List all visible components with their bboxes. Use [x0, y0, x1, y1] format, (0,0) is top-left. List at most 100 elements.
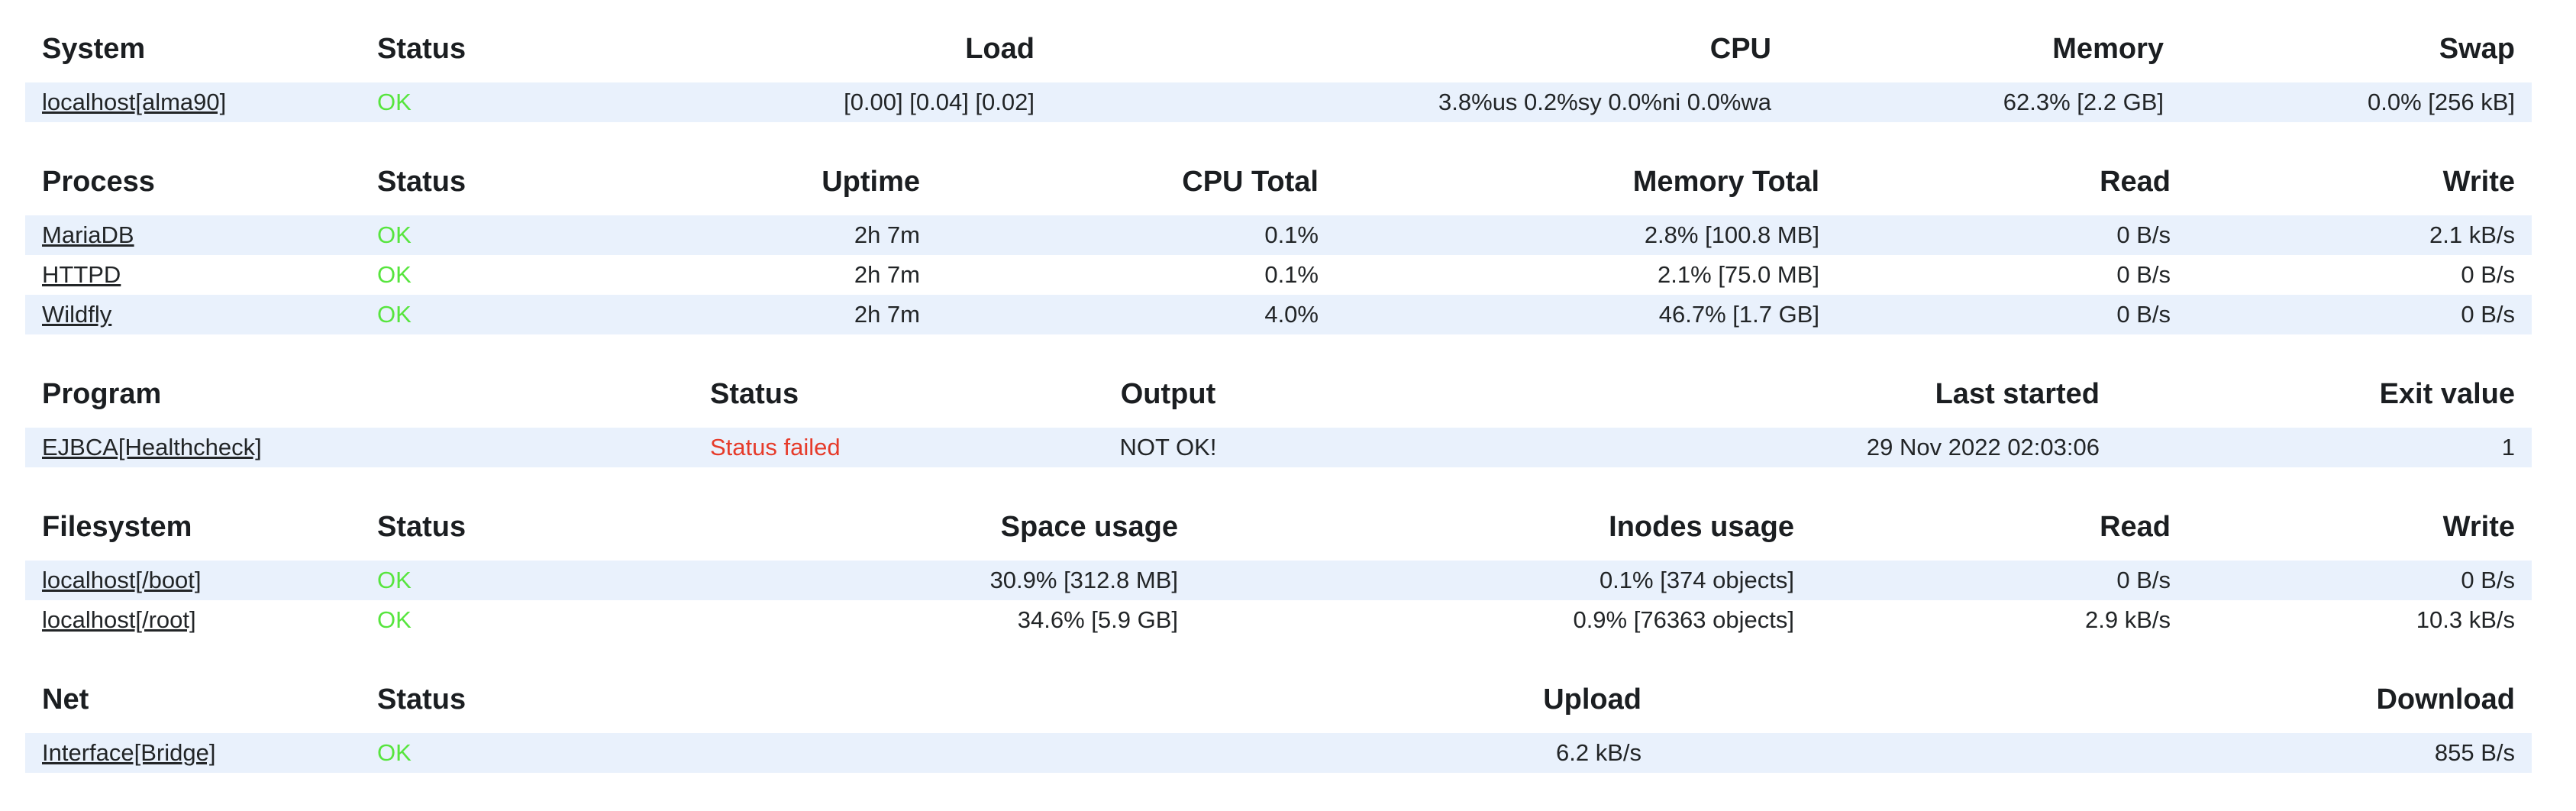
- status-badge: OK: [377, 733, 683, 773]
- cell-swap: 0.0% [256 kB]: [2164, 82, 2532, 122]
- cell-cpu: 3.8%us 0.2%sy 0.0%ni 0.0%wa: [1035, 82, 1771, 122]
- cell-exit-value: 1: [2100, 428, 2532, 467]
- column-header-space-usage: Space usage: [1000, 511, 1178, 543]
- cell-read: 0 B/s: [2116, 261, 2171, 288]
- table-row: EJBCA[Healthcheck] Status failed NOT OK!…: [25, 428, 2532, 467]
- cell-load: [0.00] [0.04] [0.02]: [683, 82, 1035, 122]
- cell-filesystem-name: localhost[/boot]: [25, 561, 377, 600]
- column-header-write: Write: [2442, 511, 2515, 543]
- cell-process-name: Wildfly: [25, 295, 377, 334]
- cell-cpu-total: 0.1%: [920, 215, 1319, 255]
- cell-process-name: MariaDB: [25, 215, 377, 255]
- table-header-row: Filesystem Status Space usage Inodes usa…: [25, 506, 2532, 561]
- table-net: Net Status Upload Download Interface[Bri…: [25, 678, 2532, 773]
- cell-last-started: 29 Nov 2022 02:03:06: [1321, 428, 2100, 467]
- cell-write: 2.1 kB/s: [2171, 215, 2532, 255]
- column-header-memory: Memory: [2052, 33, 2164, 65]
- service-link-localhost-boot[interactable]: localhost[/boot]: [42, 567, 202, 593]
- cell-net-name: Interface[Bridge]: [25, 733, 377, 773]
- column-header-upload: Upload: [1543, 683, 1641, 716]
- column-header-swap: Swap: [2439, 33, 2515, 65]
- service-link-httpd[interactable]: HTTPD: [42, 261, 121, 288]
- cell-memory: 62.3% [2.2 GB]: [1771, 82, 2164, 122]
- column-header-read: Read: [2100, 166, 2171, 198]
- cell-read: 0 B/s: [1819, 295, 2171, 334]
- cell-system-name: localhost[alma90]: [25, 82, 377, 122]
- cell-space-usage: 30.9% [312.8 MB]: [683, 561, 1178, 600]
- table-filesystem: Filesystem Status Space usage Inodes usa…: [25, 506, 2532, 640]
- column-header-status: Status: [377, 33, 466, 65]
- cell-memory-total: 46.7% [1.7 GB]: [1319, 295, 1819, 334]
- service-link-mariadb[interactable]: MariaDB: [42, 221, 134, 248]
- column-header-program: Program: [42, 378, 162, 410]
- cell-space-usage: 34.6% [5.9 GB]: [1017, 606, 1178, 633]
- column-header-system: System: [42, 33, 146, 65]
- table-row: Interface[Bridge] OK 6.2 kB/s 855 B/s: [25, 733, 2532, 773]
- table-process: Process Status Uptime CPU Total Memory T…: [25, 160, 2532, 334]
- status-badge: OK: [377, 295, 683, 334]
- cell-filesystem-name: localhost[/root]: [25, 600, 377, 640]
- status-badge: OK: [377, 215, 683, 255]
- column-header-net: Net: [42, 683, 89, 716]
- status-badge: OK: [377, 606, 412, 633]
- status-badge: OK: [377, 82, 683, 122]
- column-header-uptime: Uptime: [822, 166, 920, 198]
- cell-output: NOT OK!: [1015, 428, 1321, 467]
- table-row: HTTPD OK 2h 7m 0.1% 2.1% [75.0 MB] 0 B/s…: [25, 255, 2532, 295]
- column-header-cpu: CPU: [1709, 33, 1771, 65]
- cell-cpu-total: 0.1%: [1264, 261, 1319, 288]
- table-header-row: System Status Load CPU Memory Swap: [25, 27, 2532, 82]
- column-header-status: Status: [377, 166, 466, 198]
- cell-read: 0 B/s: [1794, 561, 2171, 600]
- service-link-ejbca-healthcheck[interactable]: EJBCA[Healthcheck]: [42, 434, 262, 460]
- table-header-row: Net Status Upload Download: [25, 678, 2532, 733]
- column-header-filesystem: Filesystem: [42, 511, 192, 543]
- cell-uptime: 2h 7m: [854, 261, 920, 288]
- cell-read: 0 B/s: [1819, 215, 2171, 255]
- cell-write: 0 B/s: [2461, 261, 2515, 288]
- cell-upload: 6.2 kB/s: [683, 733, 1641, 773]
- cell-memory-total: 2.1% [75.0 MB]: [1658, 261, 1819, 288]
- column-header-status: Status: [377, 683, 466, 716]
- service-link-wildfly[interactable]: Wildfly: [42, 301, 112, 328]
- service-link-interface-bridge[interactable]: Interface[Bridge]: [42, 739, 216, 766]
- column-header-write: Write: [2442, 166, 2515, 198]
- column-header-status: Status: [710, 378, 799, 410]
- cell-memory-total: 2.8% [100.8 MB]: [1319, 215, 1819, 255]
- column-header-exit-value: Exit value: [2379, 378, 2515, 410]
- cell-uptime: 2h 7m: [683, 295, 920, 334]
- table-header-row: Process Status Uptime CPU Total Memory T…: [25, 160, 2532, 215]
- cell-download: 855 B/s: [1641, 733, 2532, 773]
- table-row: localhost[/root] OK 34.6% [5.9 GB] 0.9% …: [25, 600, 2532, 640]
- status-badge: Status failed: [710, 428, 1015, 467]
- column-header-memory-total: Memory Total: [1632, 166, 1819, 198]
- column-header-inodes-usage: Inodes usage: [1609, 511, 1794, 543]
- table-program: Program Status Output Last started Exit …: [25, 373, 2532, 467]
- cell-write: 10.3 kB/s: [2416, 606, 2515, 633]
- service-link-localhost-alma90[interactable]: localhost[alma90]: [42, 89, 227, 115]
- cell-inodes-usage: 0.9% [76363 objects]: [1573, 606, 1794, 633]
- column-header-status: Status: [377, 511, 466, 543]
- table-row: Wildfly OK 2h 7m 4.0% 46.7% [1.7 GB] 0 B…: [25, 295, 2532, 334]
- column-header-last-started: Last started: [1935, 378, 2100, 410]
- column-header-download: Download: [2376, 683, 2515, 716]
- status-badge: OK: [377, 261, 412, 288]
- table-row: MariaDB OK 2h 7m 0.1% 2.8% [100.8 MB] 0 …: [25, 215, 2532, 255]
- status-badge: OK: [377, 561, 683, 600]
- column-header-cpu-total: CPU Total: [1182, 166, 1319, 198]
- service-link-localhost-root[interactable]: localhost[/root]: [42, 606, 196, 633]
- cell-write: 0 B/s: [2171, 295, 2532, 334]
- table-row: localhost[alma90] OK [0.00] [0.04] [0.02…: [25, 82, 2532, 122]
- table-system: System Status Load CPU Memory Swap local…: [25, 27, 2532, 122]
- cell-uptime: 2h 7m: [683, 215, 920, 255]
- column-header-process: Process: [42, 166, 155, 198]
- cell-cpu-total: 4.0%: [920, 295, 1319, 334]
- column-header-output: Output: [1120, 378, 1216, 410]
- cell-read: 2.9 kB/s: [2085, 606, 2171, 633]
- cell-inodes-usage: 0.1% [374 objects]: [1178, 561, 1794, 600]
- table-header-row: Program Status Output Last started Exit …: [25, 373, 2532, 428]
- cell-write: 0 B/s: [2171, 561, 2532, 600]
- column-header-read: Read: [2100, 511, 2171, 543]
- cell-program-name: EJBCA[Healthcheck]: [25, 428, 710, 467]
- table-row: localhost[/boot] OK 30.9% [312.8 MB] 0.1…: [25, 561, 2532, 600]
